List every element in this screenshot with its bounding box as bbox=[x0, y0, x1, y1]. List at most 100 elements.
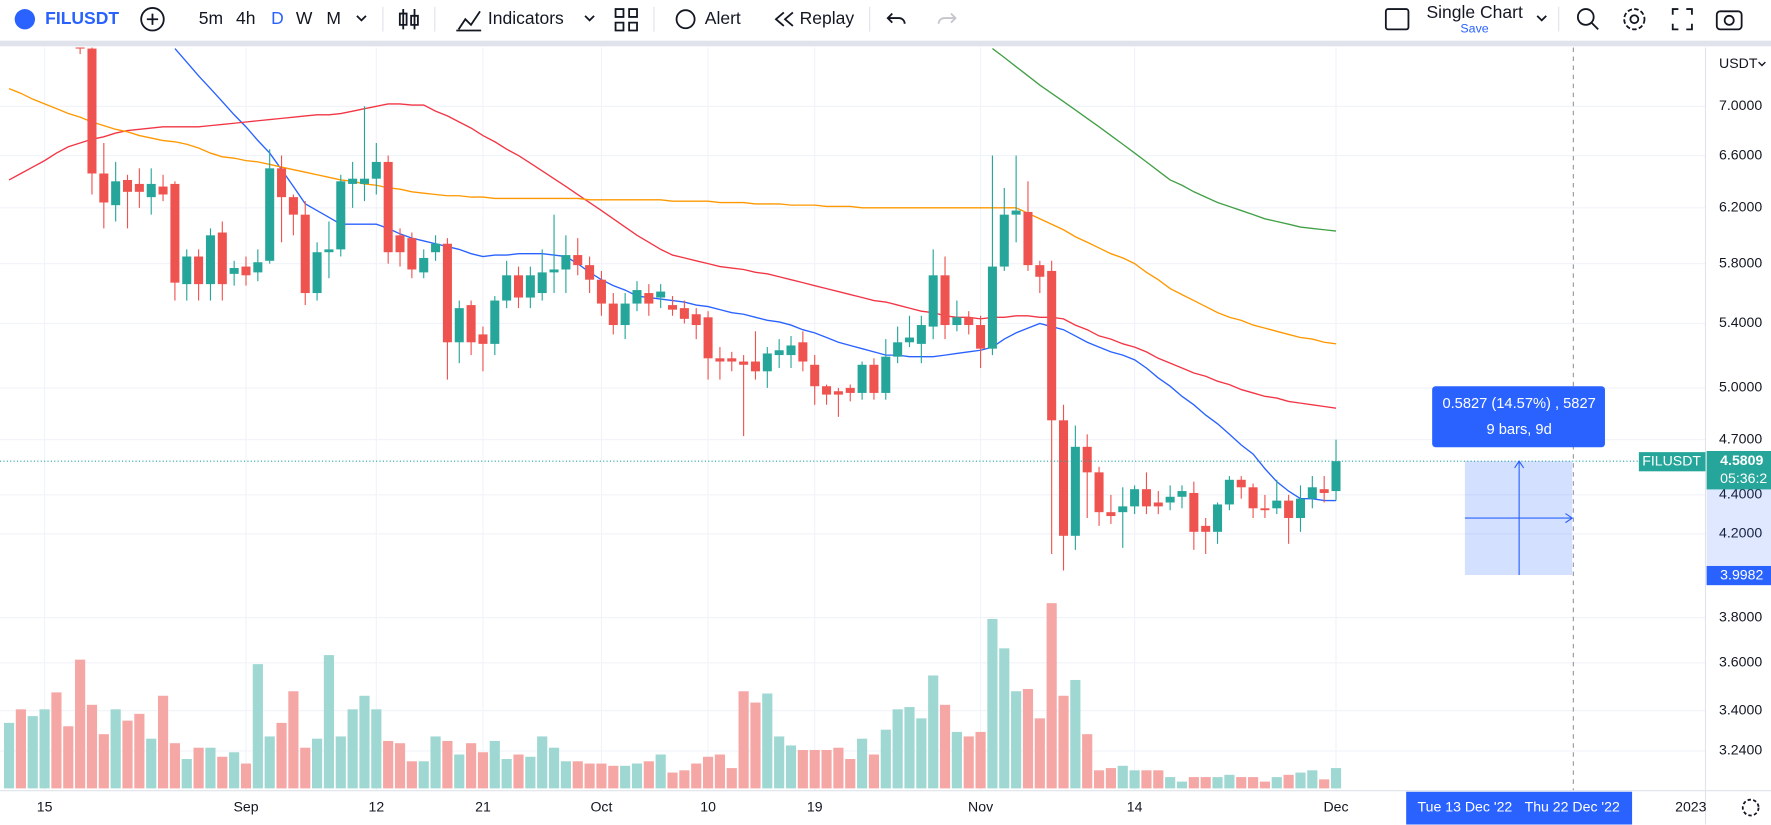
candle-body bbox=[596, 279, 606, 304]
volume-bar bbox=[1283, 774, 1294, 789]
candle-body bbox=[1224, 479, 1234, 505]
volume-bar bbox=[193, 747, 204, 789]
candle-body bbox=[573, 255, 583, 266]
candle-body bbox=[1130, 489, 1140, 507]
candle-body bbox=[1023, 211, 1033, 266]
indicators-menu[interactable] bbox=[584, 15, 595, 22]
alert-icon bbox=[675, 9, 696, 30]
volume-bar bbox=[1188, 777, 1199, 789]
candle-body bbox=[99, 173, 109, 203]
y-tick-label: 5.4000 bbox=[1719, 314, 1762, 330]
volume-bar bbox=[217, 756, 228, 789]
currency-menu[interactable] bbox=[1758, 61, 1766, 67]
candle-body bbox=[940, 275, 950, 326]
candle-body bbox=[1236, 479, 1246, 488]
candle-body bbox=[75, 47, 85, 49]
volume-bar bbox=[264, 736, 275, 789]
y-tick-label: 3.6000 bbox=[1719, 654, 1762, 670]
redo-button[interactable] bbox=[937, 12, 957, 24]
candle-body bbox=[774, 350, 784, 356]
volume-bar bbox=[1046, 603, 1057, 789]
symbol[interactable]: FILUSDT bbox=[45, 8, 119, 28]
compare-button[interactable] bbox=[140, 7, 165, 32]
volume-bar bbox=[1330, 768, 1342, 789]
indicators-button[interactable]: Indicators bbox=[488, 8, 564, 28]
fullscreen-button[interactable] bbox=[1671, 8, 1693, 31]
volume-bar bbox=[608, 765, 619, 789]
currency[interactable]: USDT bbox=[1719, 55, 1758, 71]
y-tick-label: 6.2000 bbox=[1719, 199, 1762, 215]
volume-bar bbox=[963, 736, 974, 789]
candle-body bbox=[312, 252, 322, 294]
interval-button[interactable]: 5m bbox=[199, 8, 223, 28]
search-button[interactable] bbox=[1576, 8, 1595, 26]
candle-body bbox=[952, 317, 962, 326]
candle-body bbox=[668, 305, 678, 310]
volume-bar bbox=[300, 747, 311, 789]
volume-bar bbox=[1224, 774, 1235, 789]
x-tick-label: Oct bbox=[590, 798, 612, 814]
moving-average-line bbox=[8, 103, 1337, 409]
candle-body bbox=[904, 337, 915, 343]
candle-body bbox=[359, 178, 369, 184]
interval-menu[interactable] bbox=[356, 15, 367, 22]
interval-button[interactable]: W bbox=[296, 8, 313, 28]
layout-icon[interactable] bbox=[1384, 8, 1410, 31]
candle-body bbox=[1272, 500, 1282, 509]
replay-button[interactable]: Replay bbox=[800, 8, 855, 28]
candle-body bbox=[857, 364, 867, 393]
volume-bar bbox=[714, 754, 726, 789]
volume-bar bbox=[157, 695, 169, 789]
volume-bar bbox=[821, 749, 832, 789]
candle-body bbox=[217, 232, 227, 285]
interval-button-active[interactable]: D bbox=[271, 8, 284, 28]
candle-body bbox=[265, 168, 275, 261]
volume-bar bbox=[939, 704, 951, 789]
volume-bar bbox=[809, 749, 820, 789]
chart-type-button[interactable] bbox=[398, 9, 419, 30]
y-tick-label: 6.6000 bbox=[1719, 146, 1762, 162]
interval-button[interactable]: M bbox=[326, 8, 341, 28]
measure-low-tag bbox=[1706, 565, 1771, 586]
x-tick-label: Sep bbox=[233, 798, 258, 814]
candle-body bbox=[893, 342, 903, 357]
candle-body bbox=[739, 361, 749, 365]
templates-button[interactable] bbox=[614, 8, 638, 32]
y-tick-label: 3.2400 bbox=[1719, 742, 1762, 758]
measure-tooltip bbox=[1432, 386, 1605, 448]
candle-body bbox=[1331, 461, 1341, 492]
volume-bar bbox=[631, 763, 643, 789]
undo-button[interactable] bbox=[886, 12, 906, 24]
volume-bar bbox=[39, 709, 50, 789]
volume-bar bbox=[537, 736, 548, 789]
layout-button[interactable]: Single Chart bbox=[1427, 2, 1523, 22]
candle-body bbox=[1248, 487, 1258, 509]
volume-bar bbox=[1176, 781, 1188, 789]
volume-bar bbox=[86, 704, 98, 789]
alert-button[interactable]: Alert bbox=[705, 8, 741, 28]
layout-menu[interactable] bbox=[1536, 15, 1547, 22]
candle-body bbox=[1189, 492, 1199, 532]
candle-body bbox=[454, 308, 464, 343]
candle-body bbox=[1070, 446, 1080, 536]
volume-bar bbox=[1248, 777, 1259, 789]
volume-bar bbox=[240, 763, 252, 789]
compare-icon bbox=[146, 13, 159, 25]
volume-bar bbox=[833, 747, 844, 789]
axis-settings[interactable] bbox=[1741, 798, 1760, 817]
candle-body bbox=[371, 161, 381, 179]
x-tick-label: 14 bbox=[1127, 798, 1143, 814]
x-tick-label: 10 bbox=[700, 798, 716, 814]
volume-bar bbox=[513, 754, 524, 789]
save-button[interactable]: Save bbox=[1460, 22, 1488, 36]
volume-bar bbox=[1011, 691, 1022, 789]
settings-button[interactable] bbox=[1623, 8, 1646, 31]
volume-bar bbox=[371, 709, 382, 789]
candle-body bbox=[881, 356, 891, 393]
volume-bar bbox=[252, 664, 263, 789]
x-tick-label: Dec bbox=[1323, 798, 1348, 814]
snapshot-button[interactable] bbox=[1715, 10, 1743, 31]
interval-button[interactable]: 4h bbox=[236, 8, 255, 28]
volume-bar bbox=[1153, 770, 1164, 789]
y-tick-label: 3.8000 bbox=[1719, 608, 1762, 624]
